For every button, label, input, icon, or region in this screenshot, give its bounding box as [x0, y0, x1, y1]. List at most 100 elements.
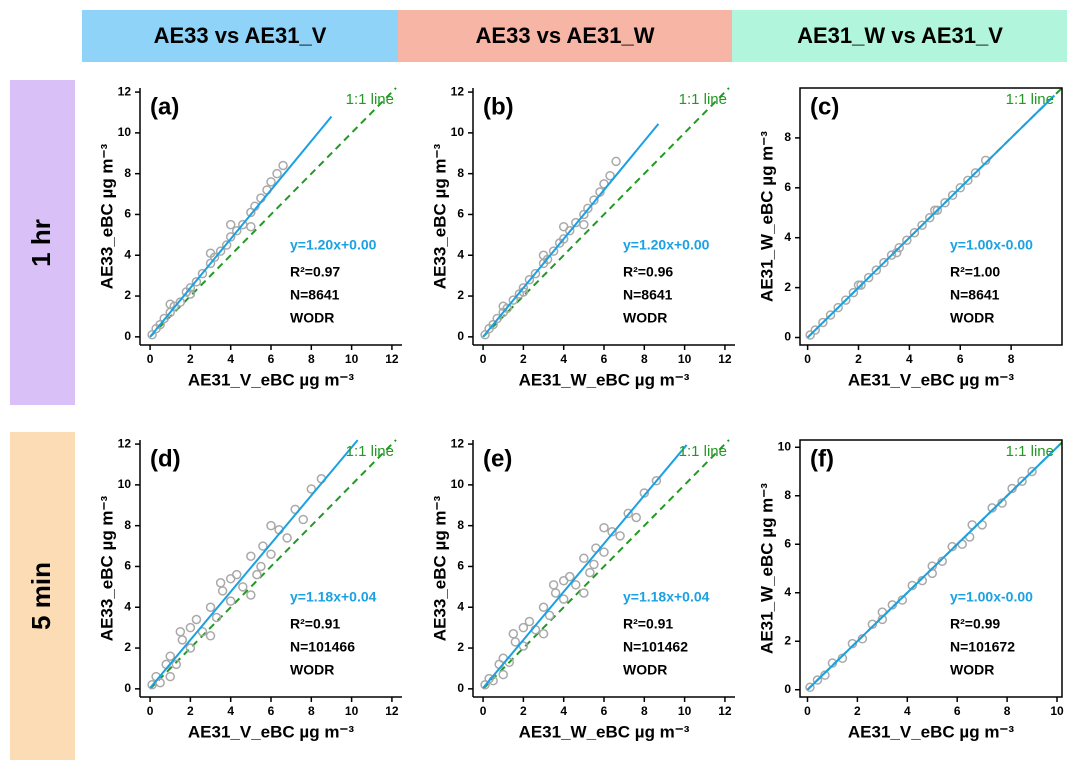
point — [891, 247, 902, 258]
stat-label: N=101466 — [290, 639, 355, 655]
point — [508, 295, 519, 305]
point — [589, 195, 599, 205]
y-tick-label: 8 — [784, 488, 791, 502]
y-tick-label: 10 — [451, 477, 465, 491]
x-tick-label: 4 — [227, 352, 234, 366]
point — [611, 156, 621, 167]
point — [175, 626, 186, 637]
point — [583, 203, 593, 214]
point — [215, 246, 226, 256]
point — [298, 514, 308, 525]
point — [947, 190, 958, 201]
point — [266, 520, 276, 531]
stat-label: N=8641 — [290, 287, 340, 303]
x-tick-label: 2 — [854, 704, 861, 718]
fit-line — [149, 115, 333, 338]
fit-equation: y=1.18x+0.04 — [623, 589, 710, 605]
x-axis-label: AE31_V_eBC µg m⁻³ — [848, 370, 1014, 389]
point — [833, 302, 843, 313]
y-tick-label: 6 — [124, 559, 131, 573]
identity-line — [149, 439, 397, 690]
stat-label: N=101462 — [623, 639, 688, 655]
x-tick-label: 0 — [804, 352, 811, 366]
y-tick-label: 6 — [457, 559, 464, 573]
point — [897, 595, 908, 605]
point — [917, 220, 927, 230]
point — [282, 533, 292, 543]
point — [306, 484, 317, 494]
point — [524, 616, 535, 627]
fit-equation: y=1.00x-0.00 — [950, 237, 1033, 253]
y-tick-label: 10 — [118, 125, 132, 139]
stat-label: WODR — [623, 662, 667, 678]
x-tick-label: 2 — [520, 704, 527, 718]
x-tick-label: 0 — [147, 704, 154, 718]
point — [498, 669, 508, 680]
stat-label: R²=0.91 — [290, 616, 340, 632]
x-tick-label: 6 — [601, 352, 608, 366]
point — [165, 671, 175, 682]
point — [589, 559, 599, 570]
stat-label: WODR — [950, 662, 994, 678]
y-axis-label: AE33_eBC µg m⁻³ — [97, 143, 116, 289]
stat-label: WODR — [623, 310, 667, 326]
x-tick-label: 4 — [560, 704, 567, 718]
point — [558, 221, 569, 232]
x-tick-label: 0 — [804, 704, 811, 718]
point — [599, 522, 609, 533]
panel-label: (c) — [810, 93, 839, 120]
point — [825, 310, 836, 320]
point — [165, 651, 175, 661]
x-tick-label: 4 — [560, 352, 567, 366]
x-tick-label: 6 — [268, 704, 275, 718]
point — [272, 168, 282, 179]
y-tick-label: 6 — [457, 207, 464, 221]
point — [937, 556, 947, 566]
y-tick-label: 4 — [784, 230, 791, 244]
point — [197, 268, 208, 279]
point — [205, 248, 216, 258]
point — [246, 221, 256, 232]
y-tick-label: 4 — [457, 247, 464, 261]
y-axis-label: AE33_eBC µg m⁻³ — [430, 495, 449, 641]
point — [518, 622, 529, 633]
x-tick-label: 10 — [678, 352, 692, 366]
x-tick-label: 10 — [678, 704, 692, 718]
panel-label: (e) — [483, 445, 512, 472]
fit-equation: y=1.18x+0.04 — [290, 589, 377, 605]
point — [970, 168, 981, 178]
point — [571, 580, 581, 590]
x-tick-label: 6 — [957, 352, 964, 366]
x-tick-label: 8 — [1004, 704, 1011, 718]
y-tick-label: 4 — [124, 247, 131, 261]
identity-line — [149, 87, 397, 338]
point — [548, 246, 559, 256]
point — [894, 242, 904, 253]
point — [924, 212, 935, 223]
x-tick-label: 4 — [906, 352, 913, 366]
point — [530, 268, 541, 279]
panel-label: (f) — [810, 445, 834, 472]
panel-label: (b) — [483, 93, 514, 120]
y-tick-label: 6 — [784, 180, 791, 194]
point — [518, 283, 529, 293]
point — [191, 614, 202, 625]
point — [987, 503, 997, 513]
point — [258, 541, 268, 551]
y-tick-label: 2 — [784, 280, 791, 294]
x-tick-label: 0 — [480, 352, 487, 366]
point — [579, 219, 589, 230]
fit-line — [482, 123, 660, 338]
y-tick-label: 4 — [784, 585, 791, 599]
identity-line — [482, 439, 730, 690]
x-tick-label: 10 — [345, 352, 359, 366]
point — [548, 580, 559, 590]
point — [217, 586, 228, 596]
point — [963, 175, 973, 186]
stat-label: R²=0.99 — [950, 616, 1000, 632]
column-header: AE33 vs AE31_W — [476, 23, 655, 48]
stat-label: WODR — [290, 662, 334, 678]
x-tick-label: 12 — [385, 704, 399, 718]
point — [171, 659, 182, 670]
